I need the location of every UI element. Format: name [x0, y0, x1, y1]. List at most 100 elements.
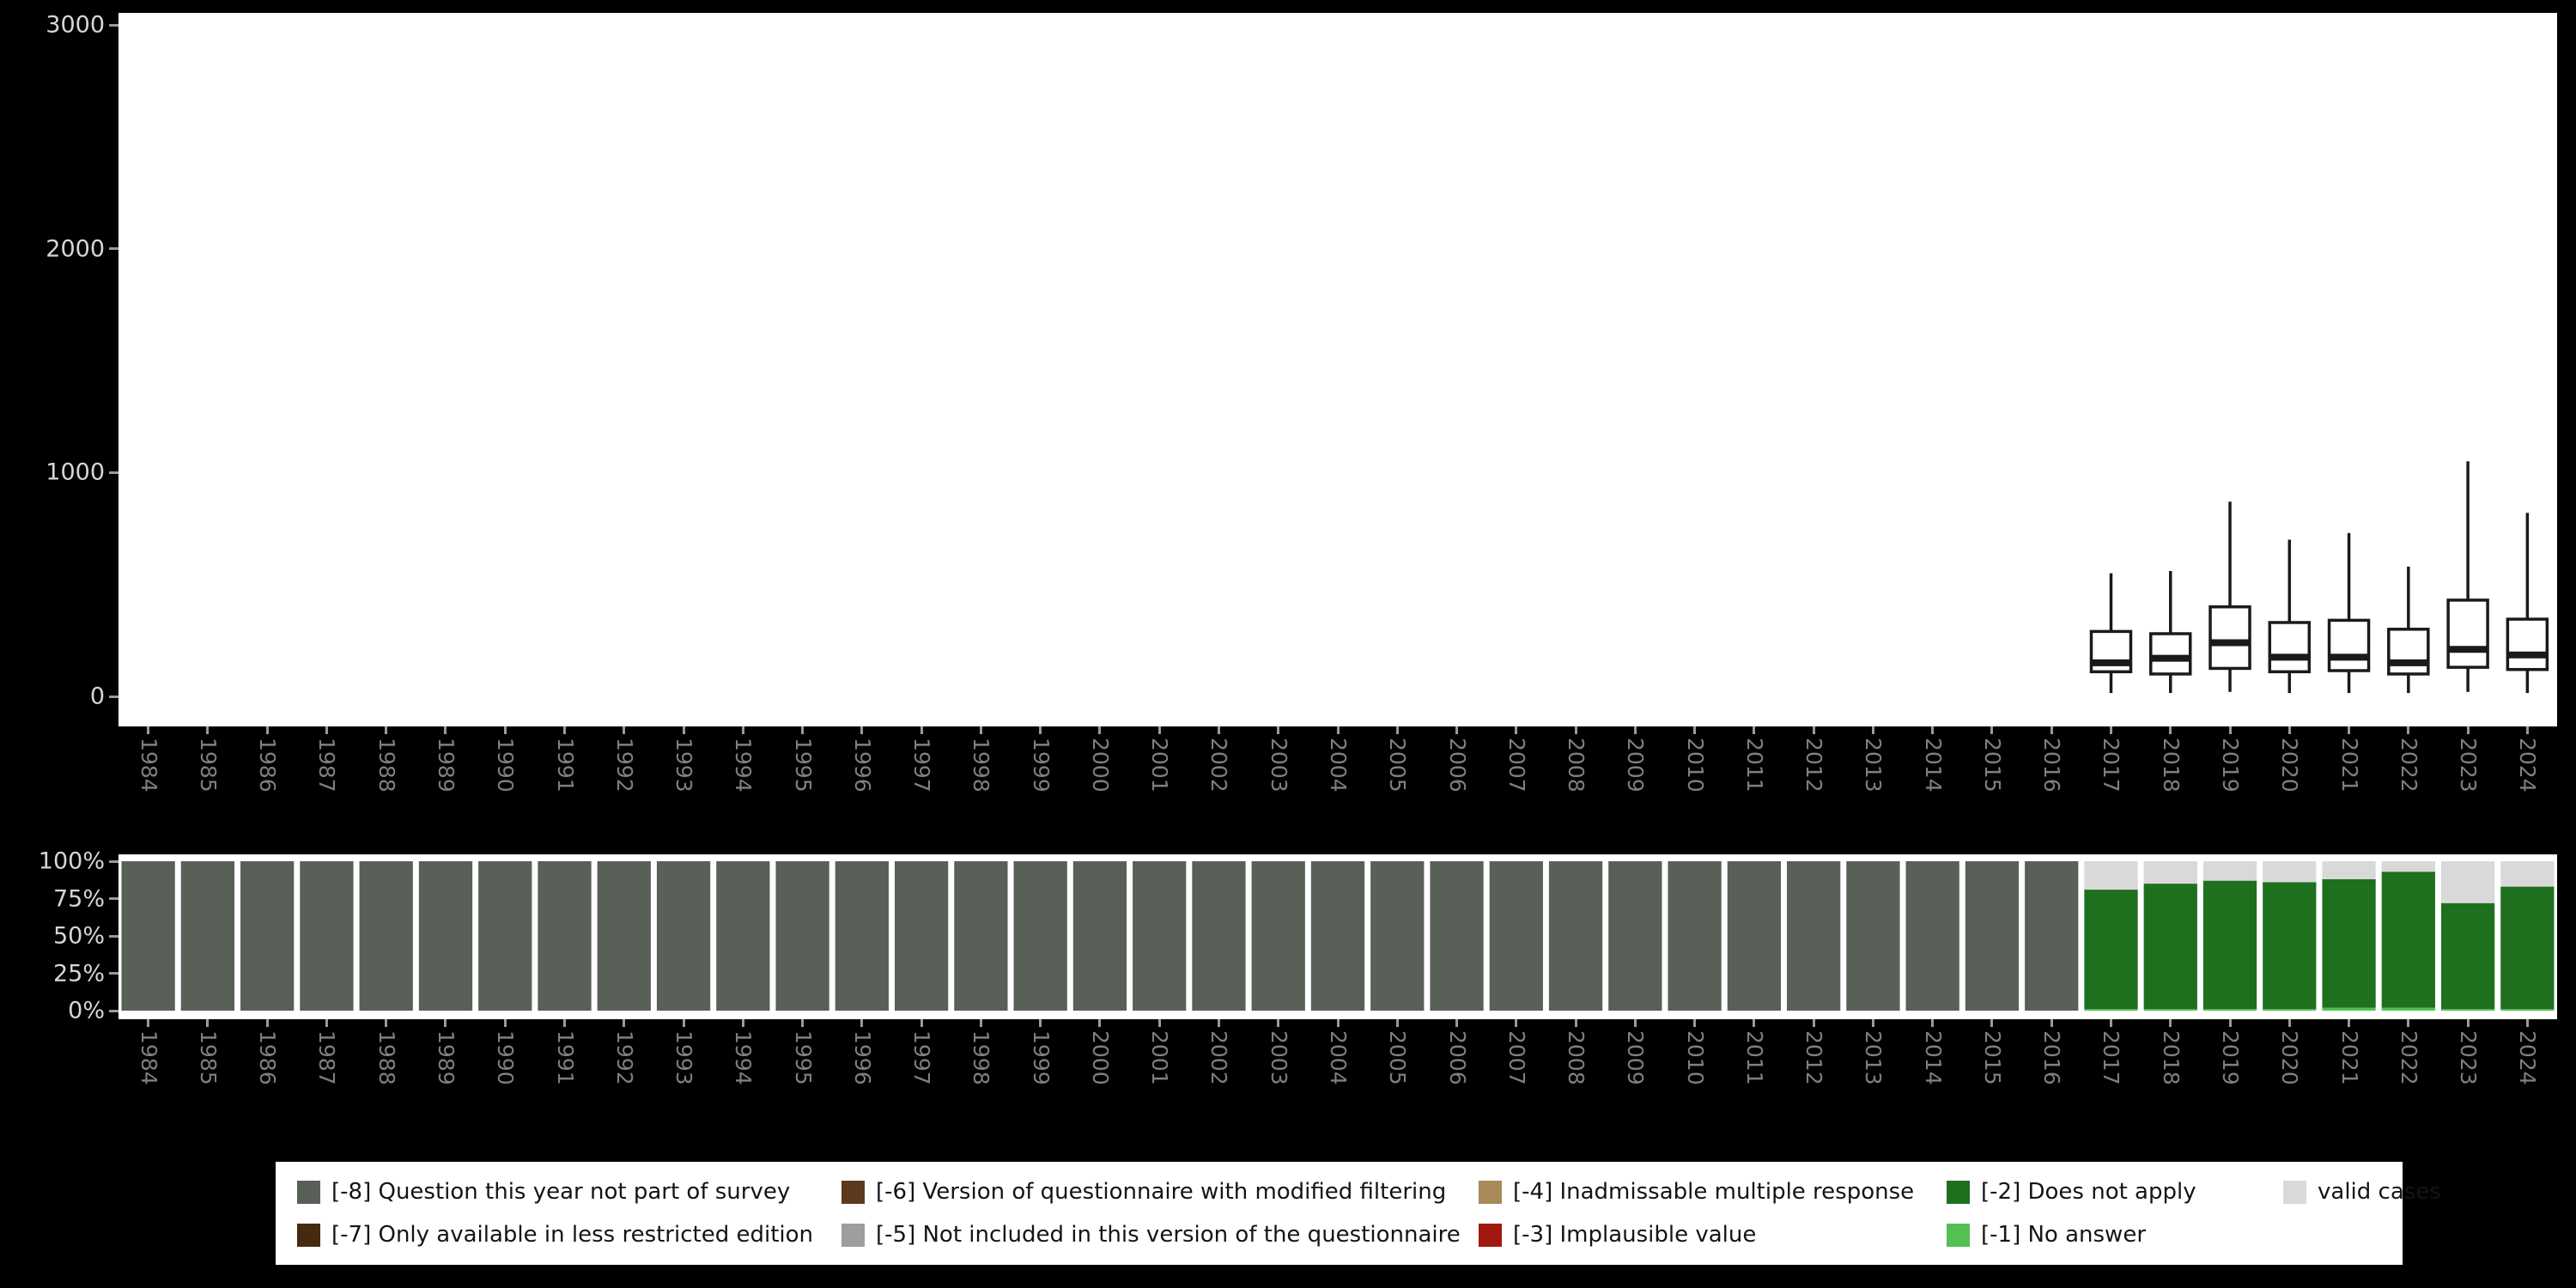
legend-swatch-icon [297, 1223, 320, 1247]
x-axis-tick [2050, 726, 2053, 734]
x-axis-year-label: 1989 [433, 1030, 459, 1085]
x-axis-tick [2525, 1019, 2529, 1027]
legend-label: [-6] Version of questionnaire with modif… [876, 1179, 1447, 1205]
x-axis-year-label: 2008 [1564, 738, 1589, 793]
legend-label: [-8] Question this year not part of surv… [331, 1179, 791, 1205]
x-axis-year-label: 2009 [1623, 1030, 1649, 1085]
legend-label: [-3] Implausible value [1513, 1222, 1757, 1248]
x-axis-tick [1336, 1019, 1340, 1027]
x-axis-tick [1455, 1019, 1459, 1027]
x-axis-tick [1990, 1019, 1994, 1027]
x-axis-year-label: 1994 [731, 738, 756, 793]
x-axis-tick [1515, 726, 1518, 734]
x-axis-tick [2287, 1019, 2291, 1027]
x-axis-tick [1871, 726, 1874, 734]
x-axis-tick [2525, 726, 2529, 734]
legend-item: [-4] Inadmissable multiple response [1479, 1179, 1947, 1205]
x-axis-year-label: 2023 [2456, 1030, 2482, 1085]
percent-axis-tick [109, 1009, 118, 1012]
percent-axis-label: 50% [52, 922, 105, 950]
legend-item: [-1] No answer [1947, 1222, 2283, 1248]
x-axis-year-label: 2015 [1979, 1030, 2005, 1085]
x-axis-year-label: 2024 [2515, 1030, 2541, 1085]
x-axis-year-label: 2019 [2218, 1030, 2244, 1085]
y-axis-label: 1000 [46, 459, 105, 486]
x-axis-tick [147, 726, 150, 734]
x-axis-year-label: 1998 [969, 1030, 994, 1085]
x-axis-tick [2169, 1019, 2172, 1027]
x-axis-tick [1633, 726, 1637, 734]
x-axis-tick [1098, 1019, 1102, 1027]
x-axis-tick [1693, 726, 1697, 734]
x-axis-year-label: 2007 [1504, 738, 1529, 793]
legend-item: [-3] Implausible value [1479, 1222, 1947, 1248]
legend-item: [-7] Only available in less restricted e… [297, 1222, 841, 1248]
x-axis-tick [1217, 726, 1220, 734]
x-axis-year-label: 2003 [1266, 738, 1291, 793]
x-axis-tick [920, 726, 923, 734]
x-axis-tick [206, 1019, 210, 1027]
x-axis-year-label: 1984 [136, 738, 161, 793]
x-axis-year-label: 1988 [374, 738, 399, 793]
legend-label: [-7] Only available in less restricted e… [331, 1222, 814, 1248]
x-axis-tick [2407, 726, 2410, 734]
x-axis-year-label: 2016 [2039, 1030, 2065, 1085]
x-axis-tick [2348, 726, 2351, 734]
x-axis-tick [563, 726, 566, 734]
x-axis-tick [979, 1019, 982, 1027]
x-axis-year-label: 1987 [314, 1030, 340, 1085]
x-axis-tick [1217, 1019, 1220, 1027]
x-axis-tick [979, 726, 982, 734]
percent-axis-label: 0% [68, 997, 105, 1024]
x-axis-year-label: 2005 [1385, 738, 1411, 793]
x-axis-year-label: 2020 [2277, 738, 2303, 793]
x-axis-year-label: 1994 [731, 1030, 756, 1085]
x-axis-year-label: 1989 [433, 738, 459, 793]
x-axis-year-label: 2002 [1206, 1030, 1232, 1085]
x-axis-tick [801, 1019, 805, 1027]
percent-axis-label: 75% [52, 885, 105, 912]
x-axis-year-label: 2013 [1861, 1030, 1886, 1085]
x-axis-tick [623, 726, 626, 734]
missing-distribution-chart [121, 861, 2555, 1011]
x-axis-year-label: 1990 [493, 1030, 519, 1085]
x-axis-tick [1633, 1019, 1637, 1027]
x-axis-tick [503, 726, 507, 734]
x-axis-tick [1098, 726, 1102, 734]
x-axis-tick [1753, 726, 1756, 734]
x-axis-tick [563, 1019, 566, 1027]
percent-axis-label: 25% [52, 960, 105, 987]
y-axis-tick [109, 695, 118, 698]
x-axis-tick [2228, 1019, 2232, 1027]
x-axis-year-label: 2005 [1385, 1030, 1411, 1085]
x-axis-tick [2348, 1019, 2351, 1027]
x-axis-tick [1395, 726, 1399, 734]
x-axis-year-label: 2014 [1920, 1030, 1946, 1085]
x-axis-year-label: 2016 [2039, 738, 2065, 793]
x-axis-year-label: 2006 [1444, 738, 1470, 793]
x-axis-tick [2050, 1019, 2053, 1027]
legend-swatch-icon [297, 1180, 320, 1204]
x-axis-tick [1277, 1019, 1280, 1027]
legend-swatch-icon [1947, 1180, 1970, 1204]
legend-swatch-icon [1947, 1223, 1970, 1247]
x-axis-year-label: 2017 [2099, 738, 2124, 793]
x-axis-year-label: 1993 [671, 1030, 697, 1085]
x-axis-tick [1812, 1019, 1815, 1027]
x-axis-year-label: 1996 [849, 738, 875, 793]
x-axis-year-label: 1993 [671, 738, 697, 793]
legend-swatch-icon [1479, 1223, 1502, 1247]
x-axis-year-label: 1991 [552, 738, 578, 793]
x-axis-tick [444, 1019, 447, 1027]
x-axis-year-label: 2000 [1087, 738, 1113, 793]
x-axis-tick [1574, 1019, 1577, 1027]
percent-axis-tick [109, 972, 118, 975]
x-axis-tick [1277, 726, 1280, 734]
x-axis-tick [860, 1019, 864, 1027]
x-axis-year-label: 1987 [314, 738, 340, 793]
x-axis-year-label: 1995 [790, 738, 816, 793]
legend-swatch-icon [841, 1223, 865, 1247]
legend-item: valid cases [2283, 1179, 2441, 1205]
x-axis-tick [1990, 726, 1994, 734]
boxplot-panel [118, 13, 2557, 726]
